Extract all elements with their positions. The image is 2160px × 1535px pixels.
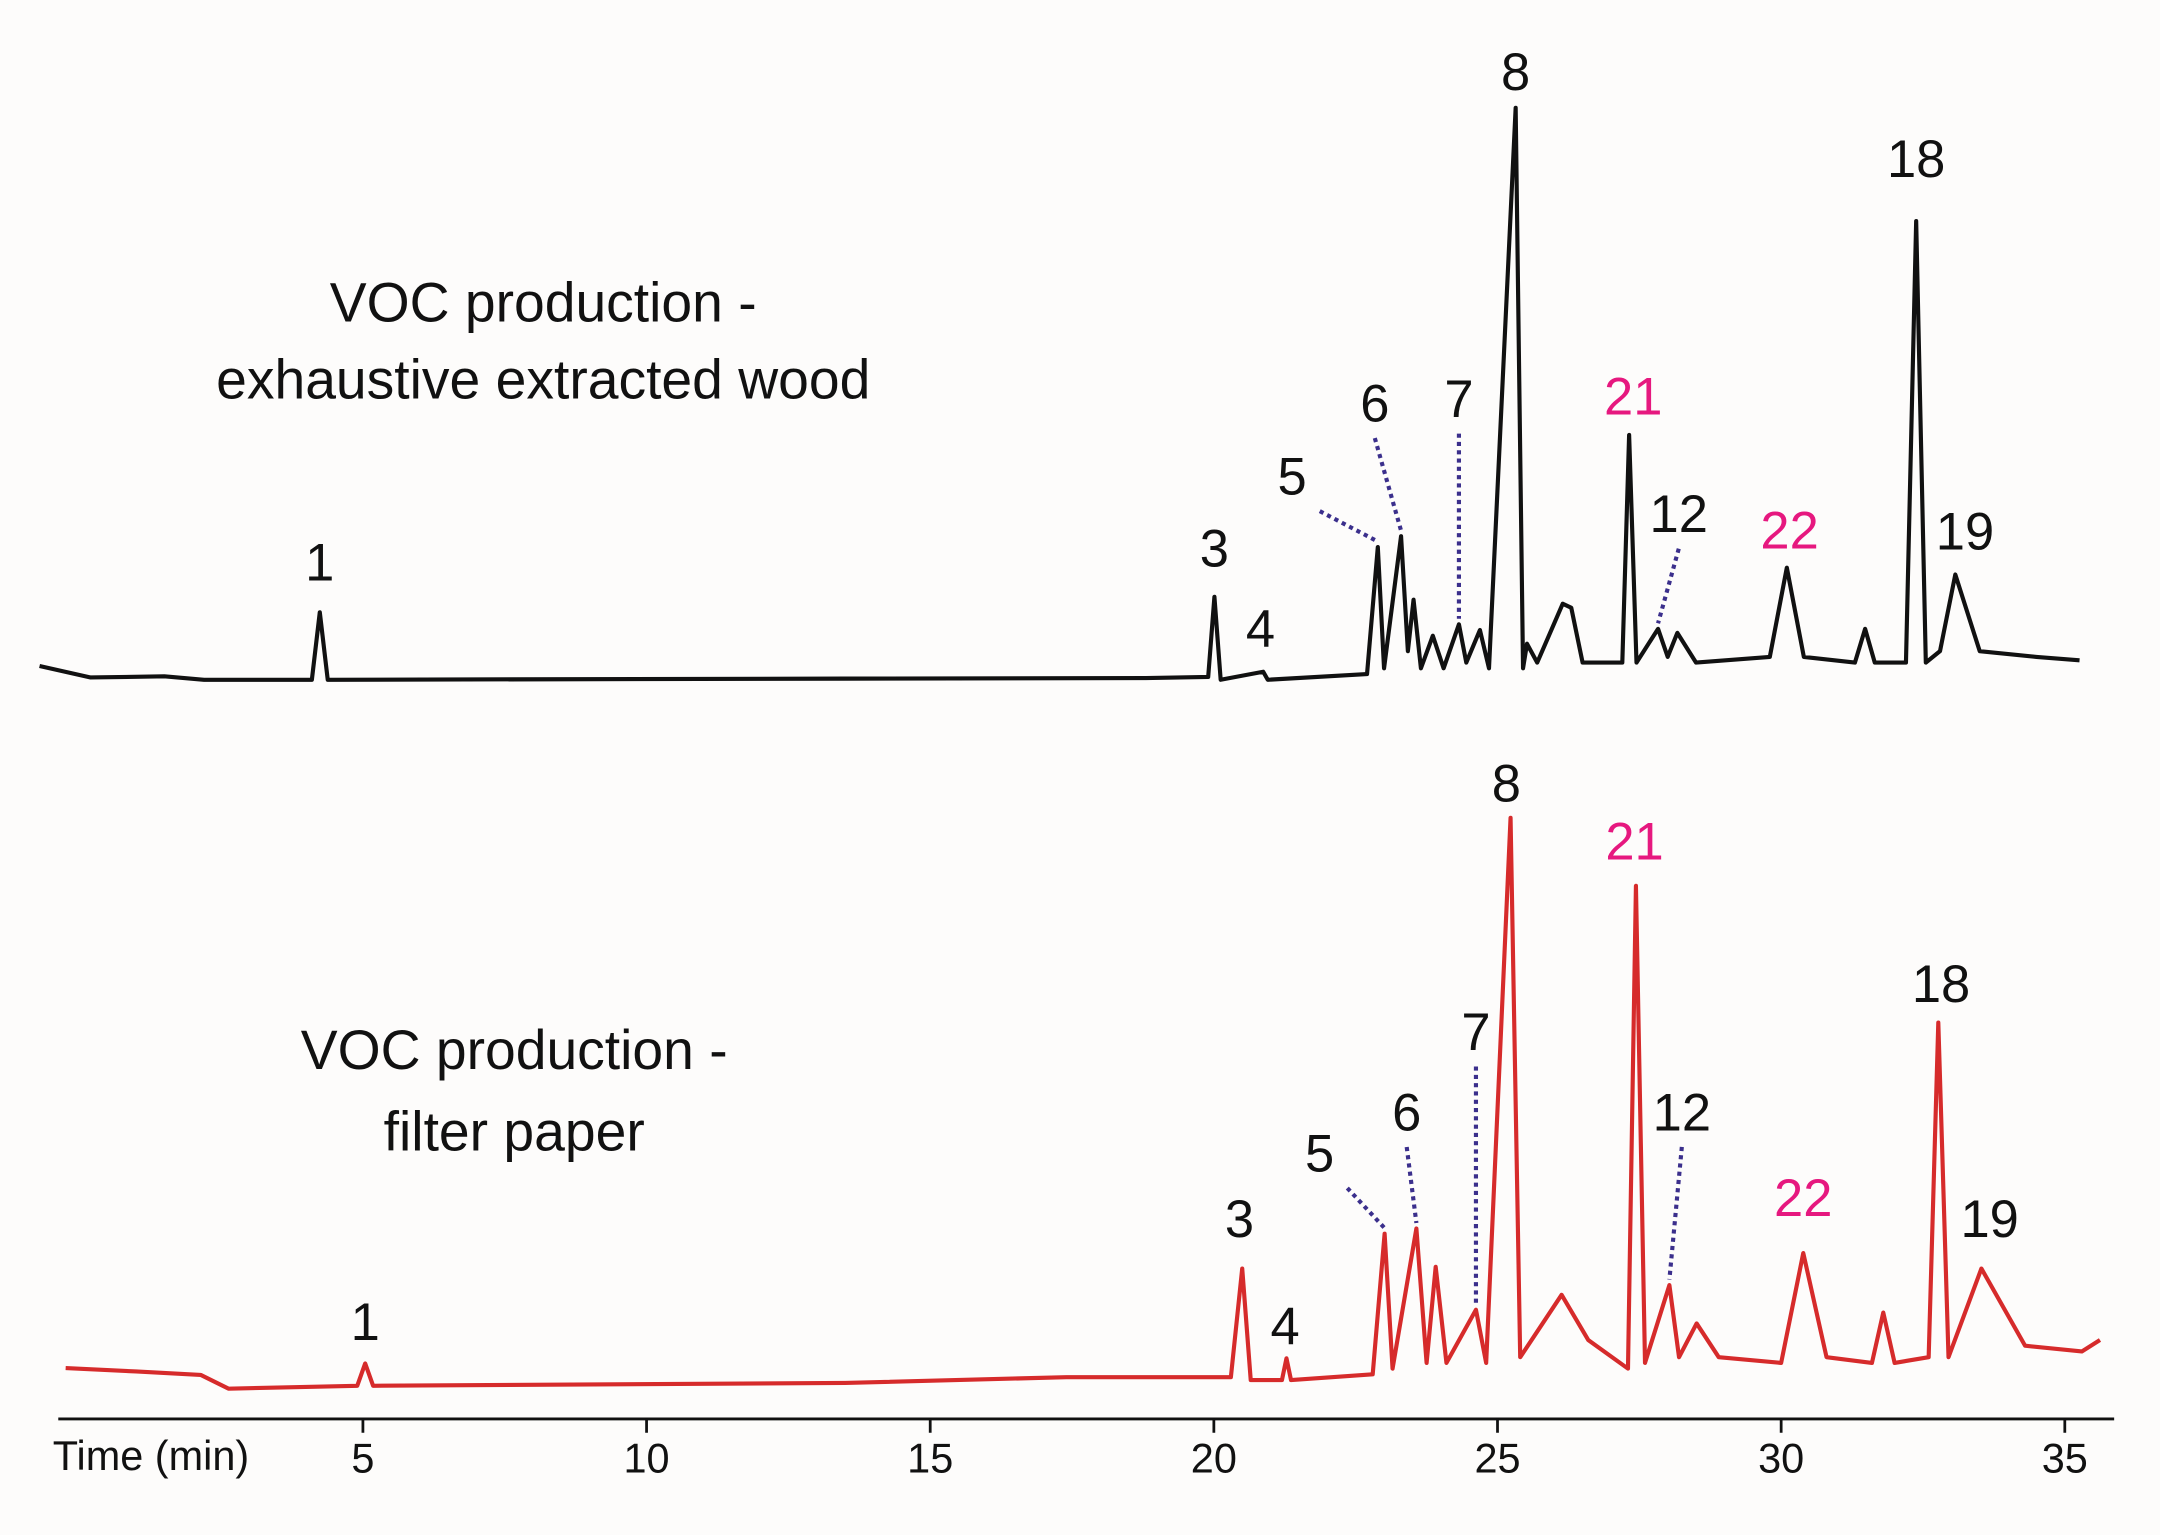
trace-title: VOC production -: [330, 271, 757, 333]
x-tick-label: 20: [1191, 1435, 1237, 1482]
peak-label: 8: [1492, 754, 1521, 813]
trace-title: exhaustive extracted wood: [216, 349, 870, 411]
peak-label: 3: [1225, 1190, 1254, 1249]
leader-line: [1656, 548, 1681, 624]
x-tick-label: 15: [907, 1435, 953, 1482]
peak-label: 5: [1305, 1125, 1334, 1184]
peak-label: 12: [1653, 1083, 1711, 1142]
peak-label: 7: [1444, 370, 1473, 429]
peak-label: 6: [1392, 1083, 1421, 1142]
x-tick-label: 5: [351, 1435, 374, 1482]
peak-label: 21: [1604, 367, 1662, 426]
peak-label: 21: [1605, 813, 1663, 872]
peak-label: 22: [1760, 501, 1818, 560]
x-tick-label: 10: [624, 1435, 670, 1482]
trace-title: VOC production -: [301, 1019, 728, 1081]
peak-label: 5: [1278, 448, 1307, 507]
x-tick-label: 25: [1474, 1435, 1520, 1482]
peak-label: 22: [1774, 1169, 1832, 1228]
leader-line: [1667, 1146, 1684, 1280]
peak-label: 1: [305, 534, 334, 593]
peak-label: 1: [351, 1293, 380, 1352]
leader-line: [1318, 509, 1379, 544]
leader-line: [1372, 437, 1404, 532]
x-axis-label: Time (min): [53, 1432, 249, 1479]
peak-label: 18: [1887, 130, 1945, 189]
peak-label: 4: [1270, 1298, 1299, 1357]
peak-label: 6: [1360, 375, 1389, 434]
leader-line: [1404, 1146, 1419, 1224]
peak-label: 7: [1461, 1003, 1490, 1062]
peak-label: 4: [1246, 600, 1275, 659]
leader-line: [1345, 1186, 1387, 1230]
peak-label: 3: [1200, 519, 1229, 578]
chromatogram-trace: [65, 815, 2102, 1391]
peak-label: 18: [1912, 955, 1970, 1014]
x-tick-label: 30: [1758, 1435, 1804, 1482]
peak-label: 8: [1501, 43, 1530, 102]
chromatogram-trace: [39, 105, 2080, 682]
peak-label: 19: [1960, 1190, 2018, 1249]
peak-label: 19: [1936, 503, 1994, 562]
trace-title: filter paper: [384, 1100, 645, 1162]
x-tick-label: 35: [2042, 1435, 2088, 1482]
peak-label: 12: [1650, 485, 1708, 544]
